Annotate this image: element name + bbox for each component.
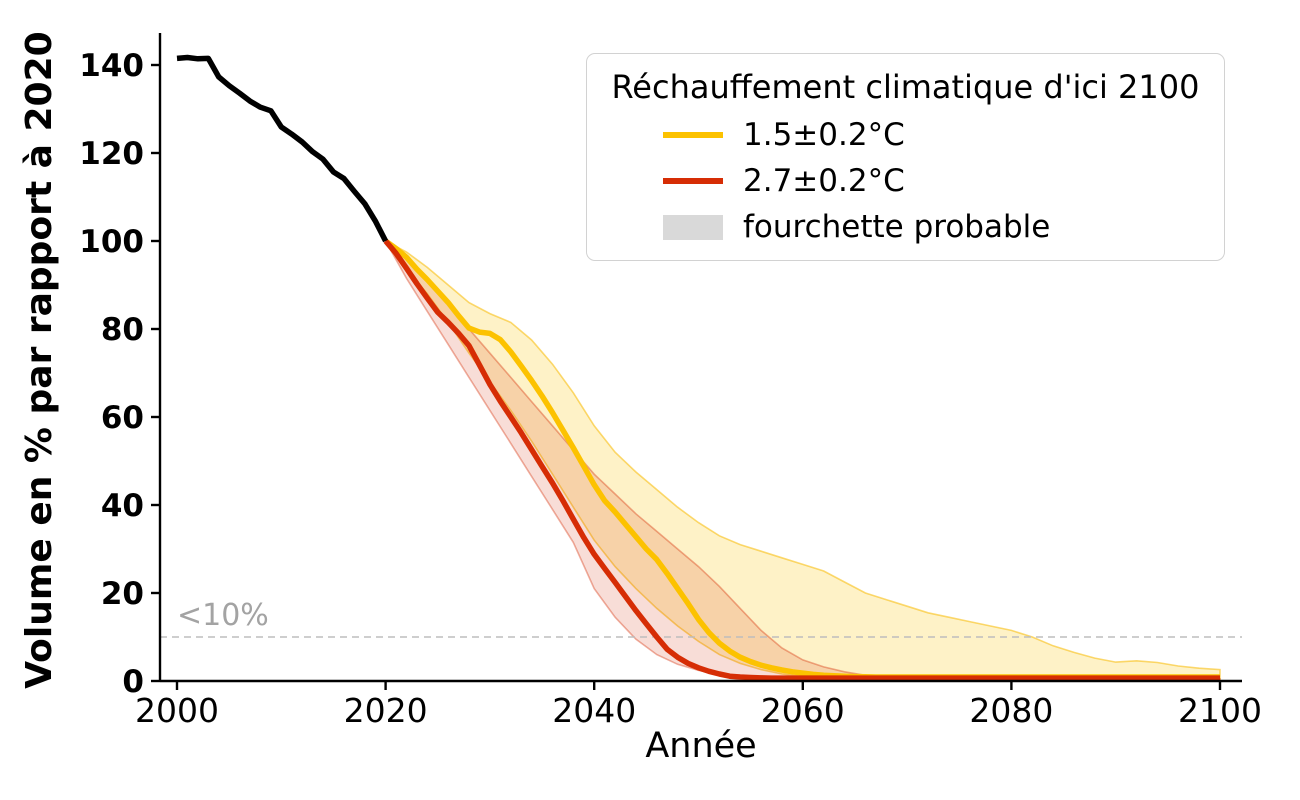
y-tick-label: 60 xyxy=(101,400,144,436)
band-1-5c xyxy=(384,240,1221,681)
legend-line-swatch-2-7c xyxy=(663,178,723,184)
series-line-2-7c xyxy=(383,239,1220,681)
legend-patch-swatch xyxy=(663,214,723,240)
x-tick-label: 2000 xyxy=(135,691,219,730)
y-tick-label: 140 xyxy=(79,48,144,84)
x-tick-label: 2060 xyxy=(761,691,845,730)
legend-title: Réchauffement climatique d'ici 2100 xyxy=(611,68,1200,106)
legend-item-2-7c: 2.7±0.2°C xyxy=(587,158,1224,204)
threshold-label: <10% xyxy=(177,598,269,633)
legend-item-likely-range: fourchette probable xyxy=(587,204,1224,250)
series-line-historical xyxy=(176,54,389,243)
x-axis-title: Année xyxy=(645,726,757,766)
y-tick-label: 20 xyxy=(101,576,144,612)
legend-item-1-5c: 1.5±0.2°C xyxy=(587,112,1224,158)
x-tick-label: 2100 xyxy=(1178,691,1262,730)
legend-line-swatch-1-5c xyxy=(663,132,723,138)
y-tick-label: 80 xyxy=(101,312,144,348)
x-tick-label: 2040 xyxy=(552,691,636,730)
y-tick-label: 100 xyxy=(79,224,144,260)
y-axis-title: Volume en % par rapport à 2020 xyxy=(19,31,60,689)
x-tick-label: 2020 xyxy=(344,691,428,730)
legend-item-label: fourchette probable xyxy=(743,209,1051,245)
legend: Réchauffement climatique d'ici 2100 1.5±… xyxy=(586,53,1225,261)
legend-item-label: 2.7±0.2°C xyxy=(743,163,905,199)
x-tick-label: 2080 xyxy=(969,691,1053,730)
y-tick-label: 40 xyxy=(101,488,144,524)
y-tick-label: 120 xyxy=(79,136,144,172)
y-tick-label: 0 xyxy=(122,664,144,700)
legend-item-label: 1.5±0.2°C xyxy=(743,117,905,153)
